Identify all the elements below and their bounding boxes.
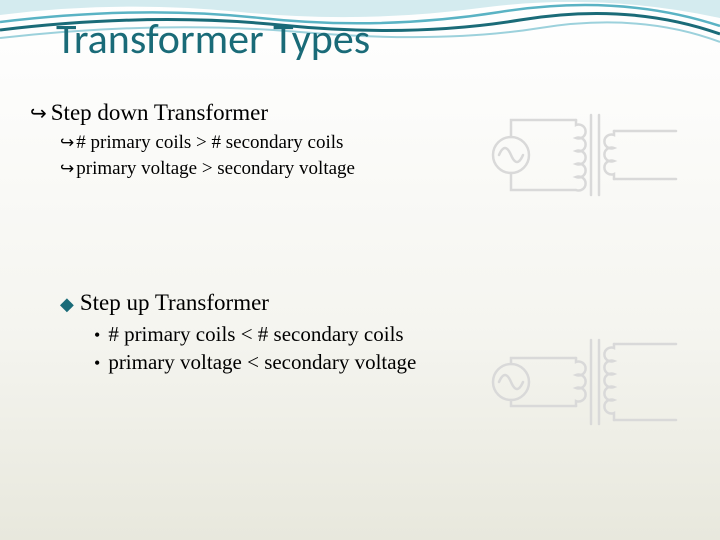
stepup-heading: ◆ Step up Transformer bbox=[60, 290, 690, 316]
dot-bullet-icon: • bbox=[94, 325, 100, 346]
page-title: Transformer Types bbox=[56, 14, 370, 65]
stepup-bullet-1-text: # primary coils < # secondary coils bbox=[108, 322, 403, 347]
dot-bullet-icon: • bbox=[94, 353, 100, 374]
stepdown-circuit-icon bbox=[486, 105, 686, 205]
bullet-marker-icon: ↪ bbox=[30, 101, 47, 126]
diamond-bullet-icon: ◆ bbox=[60, 294, 74, 315]
stepup-circuit-icon bbox=[486, 332, 686, 432]
stepup-heading-text: Step up Transformer bbox=[80, 290, 269, 316]
stepup-bullet-2-text: primary voltage < secondary voltage bbox=[108, 350, 416, 375]
stepdown-bullet-2-text: primary voltage > secondary voltage bbox=[76, 158, 355, 180]
bullet-marker-icon: ↪ bbox=[60, 133, 74, 153]
bullet-marker-icon: ↪ bbox=[60, 159, 74, 179]
stepdown-bullet-1-text: # primary coils > # secondary coils bbox=[76, 132, 343, 154]
stepdown-heading-text: Step down Transformer bbox=[51, 100, 268, 126]
